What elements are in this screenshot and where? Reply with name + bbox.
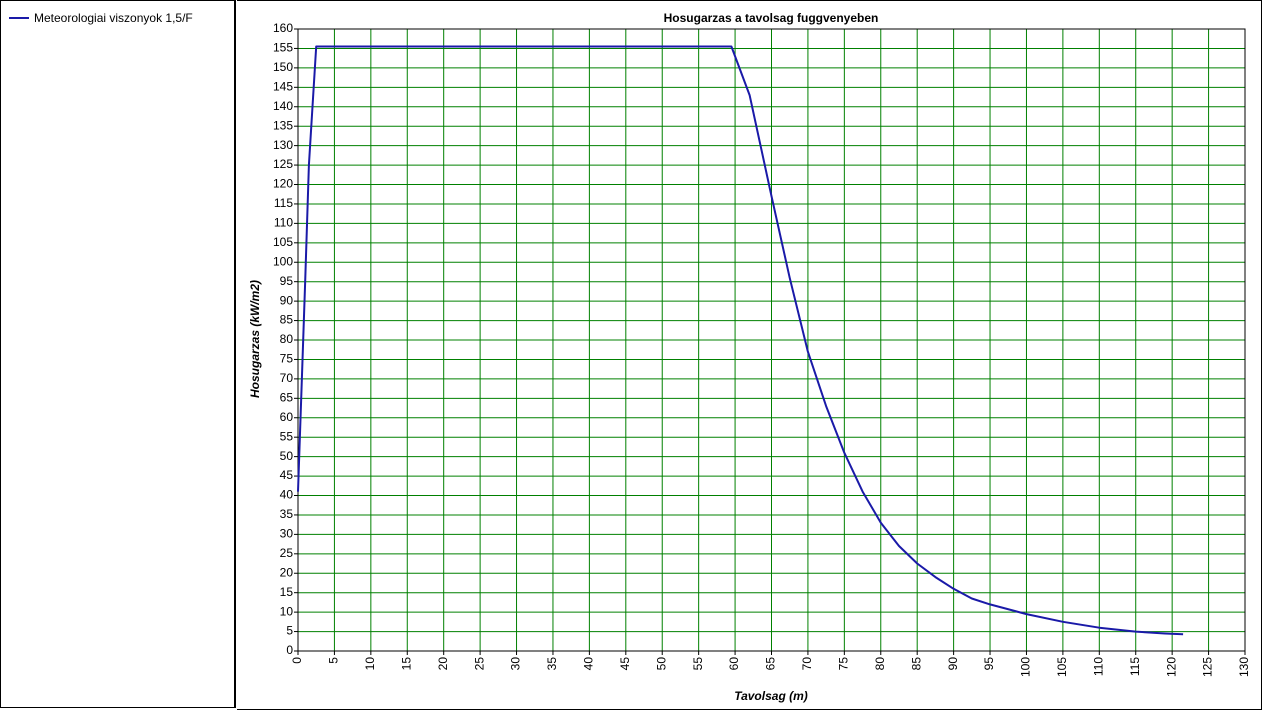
y-tick-label: 110 [274,216,293,230]
series-layer [297,45,1184,636]
y-tick-label: 55 [280,429,294,443]
y-tick-label: 15 [280,585,294,599]
x-tick-label: 110 [1091,657,1105,676]
y-tick-label: 70 [280,371,294,385]
x-tick-label: 100 [1019,657,1033,677]
x-axis-ticks: 0 5 10 15 20 25 30 35 40 45 50 55 60 65 70 75 80 85 90 95 10… [290,651,1251,677]
y-tick-label: 85 [280,313,294,327]
x-tick-label: 115 [1128,657,1142,676]
y-tick-label: 20 [280,565,294,579]
y-tick-label: 135 [273,118,293,132]
x-tick-label: 30 [509,657,523,671]
y-tick-label: 35 [280,507,294,521]
y-tick-label: 160 [273,21,293,35]
series-line [297,45,1184,636]
y-axis-ticks: 0 5 10 15 20 25 30 35 40 45 50 55 60 65 70 75 80 85 90 95 10… [273,21,298,657]
y-tick-label: 130 [273,138,293,152]
legend-swatch [9,17,29,19]
y-tick-label: 65 [280,390,294,404]
x-tick-label: 95 [982,657,996,671]
y-tick-label: 5 [286,624,293,638]
x-tick-label: 5 [327,657,341,664]
y-tick-label: 155 [273,41,293,55]
x-tick-label: 45 [618,657,632,671]
x-tick-label: 130 [1237,657,1251,677]
y-tick-label: 10 [280,604,294,618]
x-tick-label: 60 [727,657,741,671]
y-tick-label: 145 [273,79,293,93]
x-tick-label: 70 [800,657,814,671]
y-tick-label: 115 [274,196,293,210]
y-tick-label: 90 [280,293,294,307]
chart-panel: Hosugarzas a tavolsag fuggvenyeben 0 5 10 1… [237,0,1262,710]
x-tick-label: 120 [1164,657,1178,677]
chart: Hosugarzas a tavolsag fuggvenyeben 0 5 10 1… [248,11,1251,703]
grid [297,28,1246,652]
x-tick-label: 90 [946,657,960,671]
x-axis-label: Tavolsag (m) [734,689,808,703]
x-tick-label: 75 [837,657,851,671]
y-tick-label: 40 [280,488,294,502]
y-tick-label: 60 [280,410,294,424]
chart-title: Hosugarzas a tavolsag fuggvenyeben [664,11,879,25]
y-tick-label: 100 [273,254,293,268]
x-tick-label: 0 [290,657,304,664]
y-tick-label: 120 [273,177,293,191]
y-tick-label: 80 [280,332,294,346]
x-tick-label: 50 [654,657,668,671]
y-tick-label: 25 [280,546,294,560]
x-tick-label: 125 [1201,657,1215,677]
y-tick-label: 105 [273,235,293,249]
y-tick-label: 125 [273,157,293,171]
x-tick-label: 25 [472,657,486,671]
legend-label: Meteorologiai viszonyok 1,5/F [34,11,193,25]
x-tick-label: 15 [399,657,413,671]
x-tick-label: 65 [764,657,778,671]
y-tick-label: 140 [273,99,293,113]
x-tick-label: 55 [691,657,705,671]
y-tick-label: 30 [280,527,294,541]
x-tick-label: 85 [909,657,923,671]
x-tick-label: 80 [873,657,887,671]
x-tick-label: 105 [1055,657,1069,677]
x-tick-label: 10 [363,657,377,671]
legend-panel: Meteorologiai viszonyok 1,5/F [0,0,236,708]
legend-entry: Meteorologiai viszonyok 1,5/F [9,11,193,25]
y-tick-label: 0 [286,643,293,657]
y-tick-label: 75 [280,352,294,366]
y-tick-label: 45 [280,468,294,482]
x-tick-label: 20 [436,657,450,671]
y-axis-label: Hosugarzas (kW/m2) [248,280,262,398]
y-tick-label: 95 [280,274,294,288]
x-tick-label: 40 [582,657,596,671]
y-tick-label: 150 [273,60,293,74]
y-tick-label: 50 [280,449,294,463]
x-tick-label: 35 [545,657,559,671]
